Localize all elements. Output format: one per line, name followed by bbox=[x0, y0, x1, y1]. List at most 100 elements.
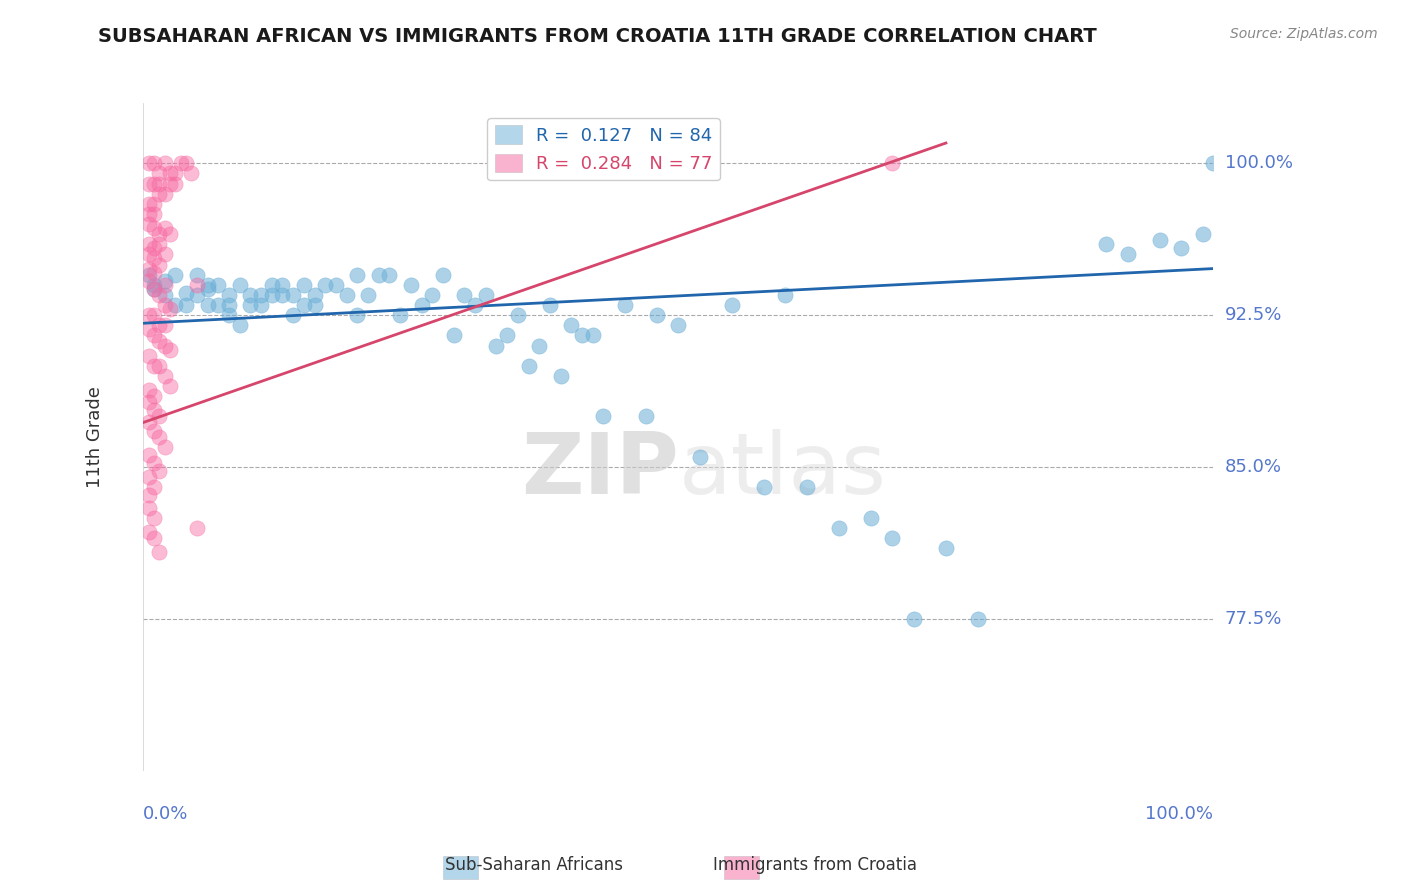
Point bbox=[271, 277, 294, 292]
Point bbox=[148, 237, 170, 252]
Point bbox=[197, 277, 219, 292]
Point bbox=[165, 268, 187, 282]
Point bbox=[148, 464, 170, 478]
Point bbox=[148, 186, 170, 201]
Point bbox=[197, 282, 219, 296]
Point bbox=[138, 237, 160, 252]
Point bbox=[304, 298, 326, 312]
Point bbox=[143, 241, 166, 255]
Point bbox=[186, 288, 208, 302]
Point bbox=[143, 456, 166, 470]
Text: 11th Grade: 11th Grade bbox=[86, 385, 104, 488]
Point bbox=[860, 510, 883, 524]
Text: 0.0%: 0.0% bbox=[143, 805, 188, 823]
Point bbox=[1116, 247, 1139, 261]
Point bbox=[443, 328, 465, 343]
Point bbox=[464, 298, 486, 312]
Point bbox=[271, 288, 294, 302]
Text: ZIP: ZIP bbox=[520, 428, 679, 511]
Point bbox=[159, 227, 181, 241]
Point bbox=[239, 288, 262, 302]
Point bbox=[550, 368, 572, 383]
Text: 100.0%: 100.0% bbox=[1225, 154, 1292, 172]
Point bbox=[143, 196, 166, 211]
Point bbox=[346, 268, 368, 282]
Point bbox=[399, 277, 422, 292]
Point bbox=[138, 217, 160, 231]
Text: atlas: atlas bbox=[679, 428, 886, 511]
Text: Immigrants from Croatia: Immigrants from Croatia bbox=[713, 856, 918, 874]
Text: SUBSAHARAN AFRICAN VS IMMIGRANTS FROM CROATIA 11TH GRADE CORRELATION CHART: SUBSAHARAN AFRICAN VS IMMIGRANTS FROM CR… bbox=[98, 27, 1097, 45]
Point bbox=[159, 343, 181, 357]
Point bbox=[165, 166, 187, 180]
Point bbox=[153, 274, 176, 288]
Point bbox=[165, 298, 187, 312]
Point bbox=[529, 338, 551, 352]
Point bbox=[314, 277, 336, 292]
Point bbox=[239, 298, 262, 312]
Point bbox=[292, 277, 315, 292]
Point bbox=[138, 207, 160, 221]
Text: 92.5%: 92.5% bbox=[1225, 306, 1282, 324]
Point bbox=[143, 221, 166, 235]
Point bbox=[186, 277, 208, 292]
Point bbox=[882, 531, 904, 545]
Point bbox=[485, 338, 508, 352]
Point bbox=[174, 156, 197, 170]
Point bbox=[148, 430, 170, 444]
Point bbox=[143, 328, 166, 343]
Point bbox=[148, 177, 170, 191]
Point bbox=[138, 261, 160, 276]
Point bbox=[1191, 227, 1213, 241]
Point bbox=[1202, 156, 1225, 170]
Text: 77.5%: 77.5% bbox=[1225, 610, 1282, 628]
Point bbox=[560, 318, 582, 333]
Point bbox=[148, 334, 170, 349]
Point bbox=[143, 156, 166, 170]
Point bbox=[475, 288, 498, 302]
Point bbox=[207, 277, 229, 292]
Point bbox=[148, 166, 170, 180]
Point bbox=[775, 288, 797, 302]
Point bbox=[138, 383, 160, 397]
Point bbox=[357, 288, 380, 302]
Point bbox=[153, 277, 176, 292]
Point bbox=[582, 328, 605, 343]
Point bbox=[138, 247, 160, 261]
Point bbox=[292, 298, 315, 312]
Text: Sub-Saharan Africans: Sub-Saharan Africans bbox=[446, 856, 623, 874]
Point bbox=[148, 545, 170, 559]
Point bbox=[346, 308, 368, 322]
Point bbox=[153, 221, 176, 235]
Point bbox=[538, 298, 561, 312]
Point bbox=[138, 274, 160, 288]
Point bbox=[138, 268, 160, 282]
Point bbox=[645, 308, 668, 322]
Point bbox=[138, 196, 160, 211]
Point bbox=[367, 268, 389, 282]
Point bbox=[148, 227, 170, 241]
Point bbox=[143, 308, 166, 322]
Point bbox=[571, 328, 593, 343]
Point bbox=[143, 252, 166, 266]
Point bbox=[148, 318, 170, 333]
Point bbox=[143, 531, 166, 545]
Point bbox=[159, 166, 181, 180]
Point bbox=[197, 298, 219, 312]
Point bbox=[138, 308, 160, 322]
Text: 85.0%: 85.0% bbox=[1225, 458, 1282, 476]
Point bbox=[636, 409, 658, 424]
Point bbox=[170, 156, 193, 170]
Point bbox=[148, 359, 170, 373]
Point bbox=[143, 282, 166, 296]
Point bbox=[1095, 237, 1118, 252]
Point bbox=[143, 424, 166, 438]
Point bbox=[453, 288, 475, 302]
Point bbox=[882, 156, 904, 170]
Point bbox=[148, 288, 170, 302]
Point bbox=[828, 521, 851, 535]
Point bbox=[796, 480, 818, 494]
Point bbox=[903, 612, 925, 626]
Point bbox=[174, 285, 197, 300]
Point bbox=[138, 470, 160, 484]
